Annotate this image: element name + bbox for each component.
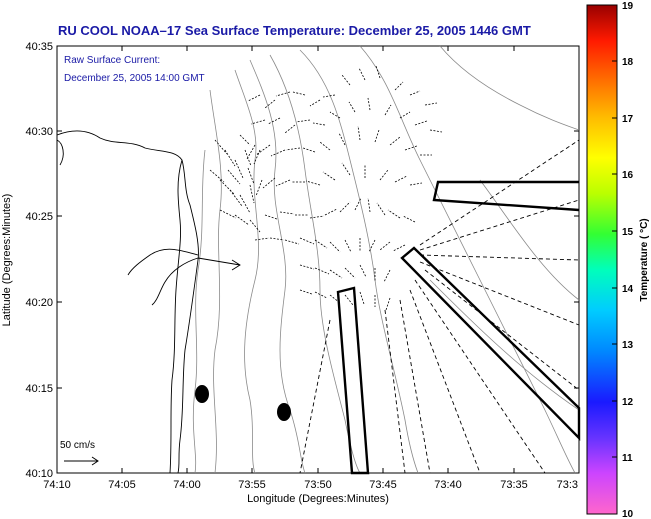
coastline [56,130,199,474]
x-tick-label: 74:10 [43,479,71,491]
x-tick-label: 73:50 [304,479,332,491]
y-tick-label: 40:35 [25,41,53,53]
colorbar-tick-label: 14 [622,284,634,295]
x-tick-label: 73:35 [500,479,528,491]
x-tick-label: 74:05 [108,479,136,491]
y-tick-label: 40:10 [25,468,53,480]
scale-label: 50 cm/s [60,440,95,451]
buoy-marker [195,385,209,403]
colorbar-tick-label: 15 [622,227,634,238]
y-tick-label: 40:15 [25,383,53,395]
x-tick-label: 73:55 [238,479,266,491]
colorbar-tick-label: 11 [622,453,633,464]
colorbar-tick-label: 10 [622,509,634,519]
shipping-lanes [299,139,580,474]
x-axis-label: Longitude (Degrees:Minutes) [247,493,389,505]
river-inflow-arrow [197,257,241,271]
y-tick-label: 40:20 [25,297,53,309]
buoy-marker [277,403,291,421]
colorbar-tick-label: 17 [622,114,634,125]
colorbar-label: Temperature ( °C) [639,218,650,301]
colorbar-tick-label: 12 [622,397,634,408]
y-tick-label: 40:25 [25,211,53,223]
legend-line-1: Raw Surface Current: [64,55,160,66]
map-content [56,45,581,475]
current-vectors [209,65,443,311]
figure-title: RU COOL NOAA–17 Sea Surface Temperature:… [58,23,531,38]
x-tick-label: 74:00 [173,479,201,491]
colorbar-tick-label: 18 [622,57,634,68]
disposal-areas [336,180,581,475]
colorbar-tick-label: 19 [622,1,634,12]
legend-line-2: December 25, 2005 14:00 GMT [64,73,205,84]
x-tick-label: 73:45 [369,479,397,491]
x-tick-label: 73:40 [434,479,462,491]
y-axis-label: Latitude (Degrees:Minutes) [1,194,13,327]
colorbar-tick-label: 13 [622,340,634,351]
x-axis: 74:10 74:05 74:00 73:55 73:50 73:45 73:4… [43,46,578,505]
y-tick-label: 40:30 [25,126,53,138]
colorbar-ticks: 19 18 17 16 15 14 13 12 11 10 Temperatur… [612,1,650,519]
colorbar [586,4,618,515]
x-tick-label: 73:3 [557,479,578,491]
y-axis: 40:35 40:30 40:25 40:20 40:15 40:10 Lati… [1,41,579,480]
colorbar-tick-label: 16 [622,170,634,181]
bathymetry-contours [192,45,580,474]
scale-arrow [64,456,99,466]
